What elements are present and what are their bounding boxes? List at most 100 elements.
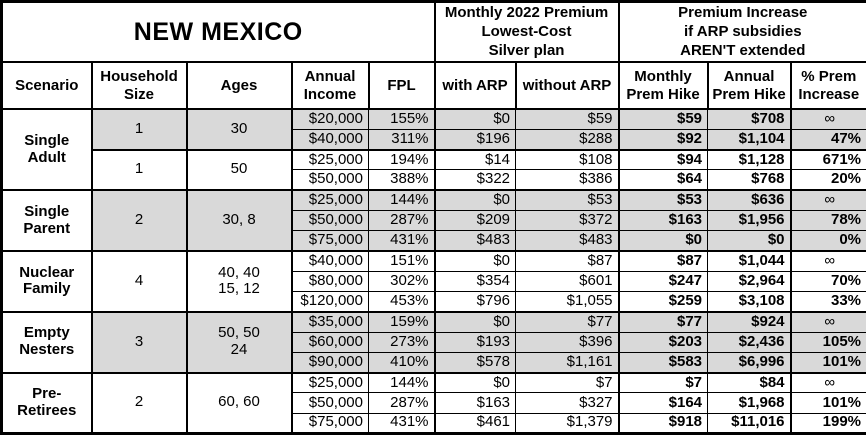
income-cell: $50,000 [290,209,369,231]
table-row: $75,000 431% $483 $483 $0 $0 0% [2,230,866,251]
table-row: $40,000 311% $196 $288 $92 $1,104 47% [2,128,866,150]
without-arp-cell: $77 [515,310,619,333]
state-title: NEW MEXICO [0,0,436,64]
fpl-cell: 155% [367,107,435,130]
without-arp-cell: $108 [515,148,619,170]
without-arp-cell: $483 [515,230,619,251]
with-arp-cell: $163 [433,392,516,414]
without-arp-cell: $372 [515,209,619,231]
without-arp-cell: $288 [515,128,619,150]
household-cell: 1 [90,107,187,150]
with-arp-cell: $796 [433,291,516,312]
ages-cell: 30, 8 [185,189,292,251]
with-arp-cell: $461 [433,412,516,434]
without-arp-cell: $1,055 [515,291,619,312]
annual-hike-cell: $11,016 [707,412,791,434]
table-row: 1 50 $25,000 194% $14 $108 $94 $1,128 67… [2,148,866,191]
annual-hike-cell: $84 [707,371,791,393]
fpl-cell: 151% [367,249,435,272]
pct-increase-cell: 33% [789,291,866,312]
with-arp-cell: $322 [433,169,516,191]
without-arp-cell: $386 [515,169,619,191]
scenario-cell: Single Parent [1,189,92,251]
household-cell: 1 [90,148,187,191]
pct-increase-cell: 101% [789,392,866,414]
monthly-hike-cell: $92 [617,128,708,150]
monthly-hike-cell: $259 [617,291,708,312]
monthly-hike-cell: $247 [617,270,708,292]
table-row: $50,000 388% $322 $386 $64 $768 20% [2,169,866,191]
fpl-cell: 273% [367,331,435,353]
income-cell: $40,000 [290,128,369,150]
monthly-hike-cell: $53 [617,189,708,211]
income-cell: $40,000 [290,249,369,272]
without-arp-cell: $59 [515,107,619,130]
annual-hike-cell: $924 [707,310,791,333]
fpl-cell: 431% [367,412,435,434]
pct-increase-cell: 105% [789,331,866,353]
premium-group-header: Monthly 2022 Premium Lowest-Cost Silver … [433,0,620,64]
income-cell: $25,000 [290,371,369,393]
without-arp-cell: $327 [515,392,619,414]
annual-hike-cell: $1,128 [707,148,791,170]
with-arp-cell: $209 [433,209,516,231]
pct-increase-cell: ∞ [789,107,866,130]
fpl-cell: 388% [367,169,435,191]
pct-increase-cell: 78% [789,209,866,231]
with-arp-cell: $196 [433,128,516,150]
fpl-cell: 194% [367,148,435,170]
col-header-household: Household Size [90,61,188,110]
fpl-cell: 159% [367,310,435,333]
pct-increase-cell: 0% [789,230,866,251]
scenario-cell: Single Adult [1,107,92,191]
fpl-cell: 287% [367,392,435,414]
with-arp-cell: $0 [433,189,516,211]
without-arp-cell: $1,379 [515,412,619,434]
table-row: $60,000 273% $193 $396 $203 $2,436 105% [2,331,866,353]
annual-hike-cell: $2,436 [707,331,791,353]
scenario-cell: Empty Nesters [1,310,92,373]
table-row: $80,000 302% $354 $601 $247 $2,964 70% [2,270,866,292]
with-arp-cell: $0 [433,249,516,272]
table-row: $50,000 287% $163 $327 $164 $1,968 101% [2,392,866,414]
with-arp-cell: $0 [433,310,516,333]
income-cell: $20,000 [290,107,369,130]
pct-increase-cell: 70% [789,270,866,292]
income-cell: $75,000 [290,230,369,251]
with-arp-cell: $483 [433,230,516,251]
monthly-hike-cell: $77 [617,310,708,333]
annual-hike-cell: $3,108 [707,291,791,312]
without-arp-cell: $1,161 [515,351,619,373]
income-cell: $25,000 [290,148,369,170]
monthly-hike-cell: $0 [617,230,708,251]
income-cell: $50,000 [290,169,369,191]
annual-hike-cell: $1,968 [707,392,791,414]
scenario-cell: Pre- Retirees [1,371,92,434]
with-arp-cell: $578 [433,351,516,373]
col-header-without-arp: without ARP [514,61,620,110]
pct-increase-cell: ∞ [789,310,866,333]
table-row: $120,000 453% $796 $1,055 $259 $3,108 33… [2,291,866,312]
income-cell: $25,000 [290,189,369,211]
monthly-hike-cell: $203 [617,331,708,353]
without-arp-cell: $7 [515,371,619,393]
household-cell: 4 [90,249,187,312]
table-row: $75,000 431% $461 $1,379 $918 $11,016 19… [2,412,866,434]
fpl-cell: 144% [367,371,435,393]
monthly-hike-cell: $164 [617,392,708,414]
annual-hike-cell: $1,956 [707,209,791,231]
monthly-hike-cell: $583 [617,351,708,373]
col-header-monthly-hike: Monthly Prem Hike [617,61,709,110]
fpl-cell: 144% [367,189,435,211]
table-row: Nuclear Family 4 40, 40 15, 12 $40,000 1… [1,249,866,312]
table-row: Single Adult 1 30 $20,000 155% $0 $59 $5… [1,107,866,191]
with-arp-cell: $193 [433,331,516,353]
monthly-hike-cell: $59 [617,107,708,130]
income-cell: $60,000 [290,331,369,353]
income-cell: $120,000 [290,291,369,312]
column-header-row: Scenario Household Size Ages Annual Inco… [0,61,866,110]
with-arp-cell: $354 [433,270,516,292]
fpl-cell: 453% [367,291,435,312]
fpl-cell: 431% [367,230,435,251]
